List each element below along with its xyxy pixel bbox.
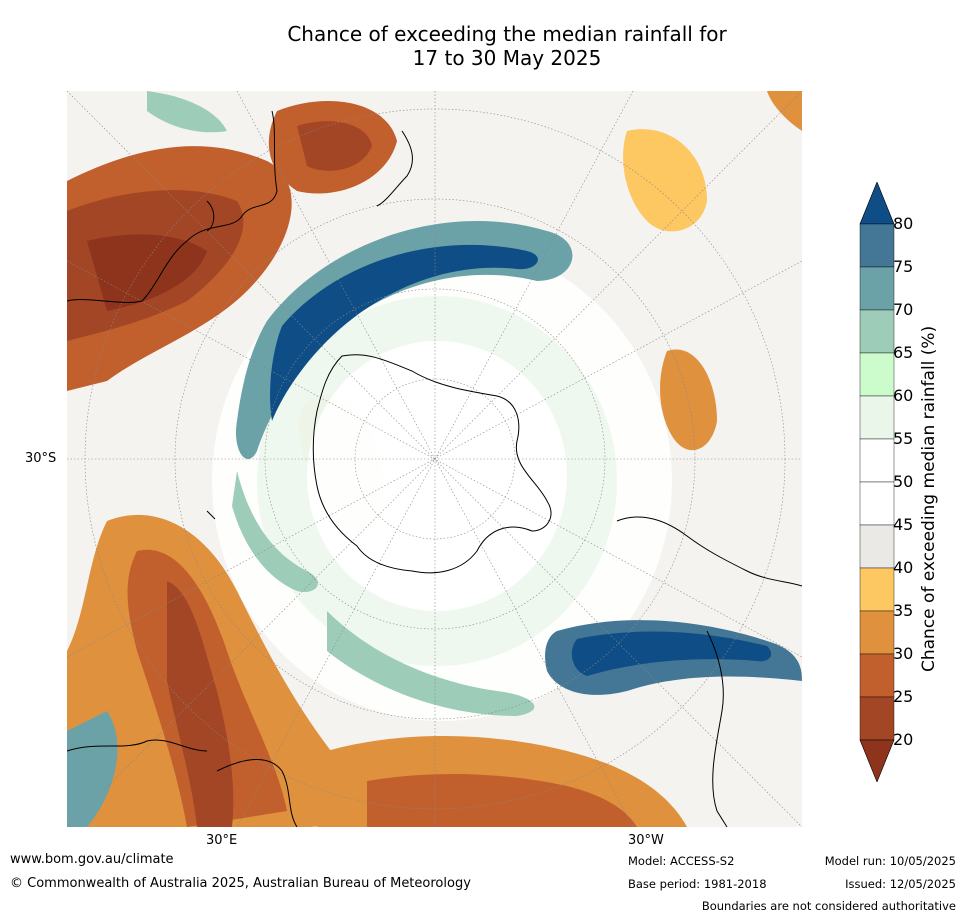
title-line-2: 17 to 30 May 2025 (412, 46, 602, 70)
colorbar-tick-label: 55 (893, 429, 914, 448)
colorbar-over-arrow (859, 182, 895, 225)
colorbar-under-arrow (859, 739, 895, 782)
colorbar-band-60 (859, 395, 895, 440)
colorbar (859, 182, 895, 782)
colorbar-band-70 (859, 309, 895, 354)
footer-base-period: Base period: 1981-2018 (628, 877, 767, 891)
footer-url: www.bom.gov.au/climate (10, 852, 174, 867)
chart-title: Chance of exceeding the median rainfall … (0, 22, 965, 70)
colorbar-tick-label: 60 (893, 386, 914, 405)
neutral-field (212, 241, 672, 721)
colorbar-band-55 (859, 438, 895, 483)
dry-region-australia (67, 101, 397, 391)
colorbar-band-40 (859, 567, 895, 612)
colorbar-band-80 (859, 223, 895, 268)
wet-ring (67, 91, 802, 827)
colorbar-tick-label: 50 (893, 472, 914, 491)
lon-label-30e: 30°E (206, 833, 238, 848)
coastlines (67, 110, 802, 827)
colorbar-tick-label: 35 (893, 601, 914, 620)
colorbar-tick-label: 20 (893, 730, 914, 749)
colorbar-band-75 (859, 266, 895, 311)
title-line-1: Chance of exceeding the median rainfall … (287, 22, 727, 46)
colorbar-band-30 (859, 653, 895, 698)
colorbar-label: Chance of exceeding median rainfall (%) (919, 325, 939, 672)
dry-region-south-atlantic (311, 736, 687, 827)
colorbar-tick-label: 45 (893, 515, 914, 534)
colorbar-tick-label: 75 (893, 257, 914, 276)
colorbar-tick-label: 65 (893, 343, 914, 362)
lon-label-30w: 30°W (628, 833, 664, 848)
colorbar-tick-label: 40 (893, 558, 914, 577)
graticule (67, 91, 802, 827)
footer-copyright: © Commonwealth of Australia 2025, Austra… (10, 876, 471, 891)
dry-region-east-pacific (623, 91, 802, 451)
colorbar-tick-label: 80 (893, 214, 914, 233)
colorbar-tick-label: 30 (893, 644, 914, 663)
colorbar-band-25 (859, 696, 895, 741)
colorbar-tick-label: 25 (893, 687, 914, 706)
map-canvas (67, 91, 802, 827)
colorbar-band-65 (859, 352, 895, 397)
colorbar-band-45 (859, 524, 895, 569)
footer-model: Model: ACCESS-S2 (628, 854, 735, 868)
colorbar-band-35 (859, 610, 895, 655)
footer-disclaimer: Boundaries are not considered authoritat… (701, 899, 956, 913)
rainfall-map[interactable] (67, 91, 802, 827)
colorbar-tick-label: 70 (893, 300, 914, 319)
lat-label-30s: 30°S (25, 451, 57, 466)
colorbar-band-50 (859, 481, 895, 526)
footer-model-run: Model run: 10/05/2025 (824, 854, 956, 868)
footer-issued: Issued: 12/05/2025 (845, 877, 956, 891)
dry-region-africa (67, 514, 355, 827)
